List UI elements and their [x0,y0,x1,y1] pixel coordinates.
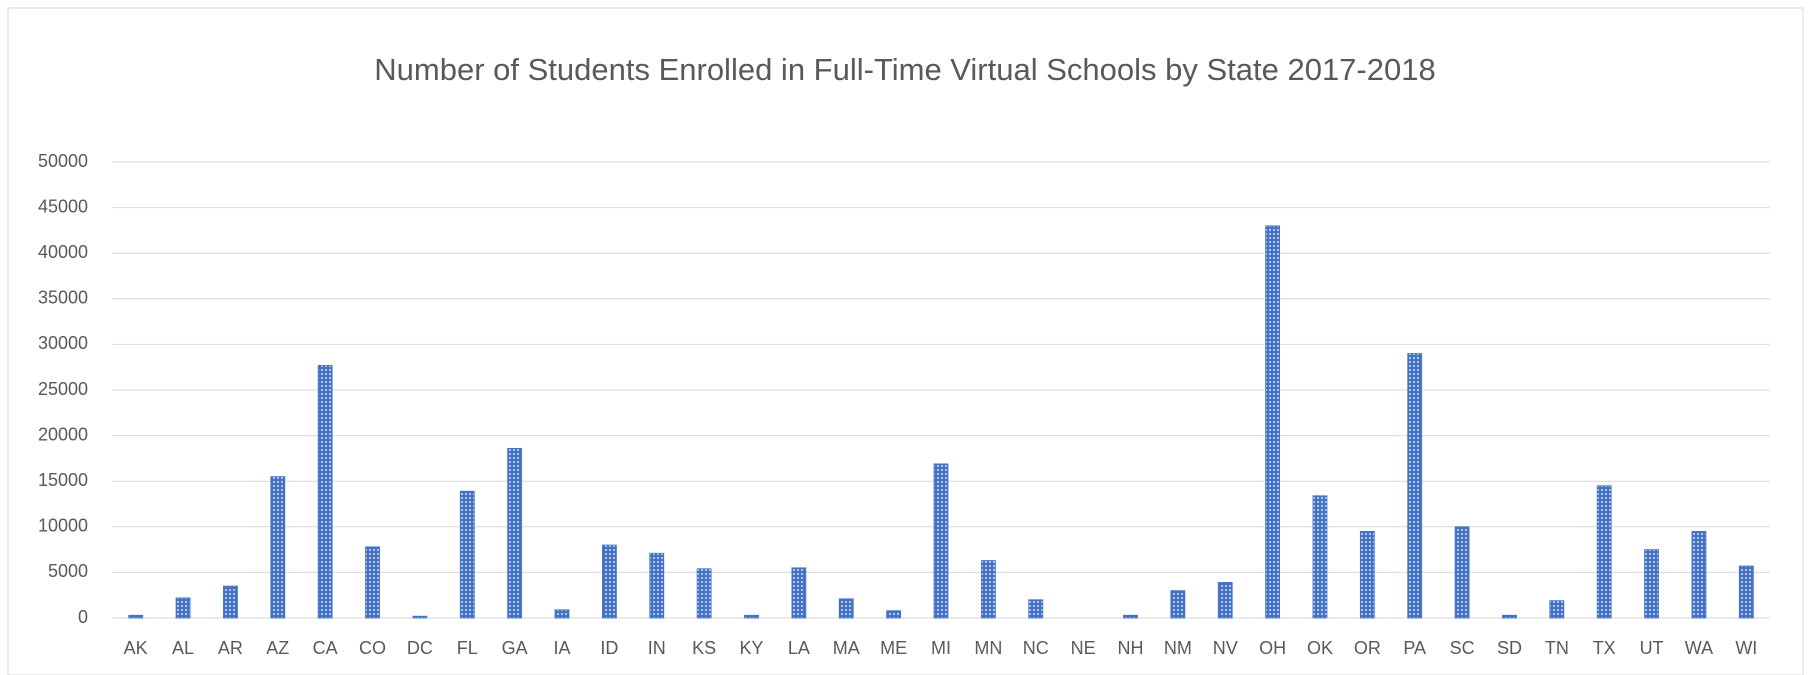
bar [175,597,191,619]
x-tick-label: CO [359,638,386,658]
bar [1644,549,1659,619]
x-tick-label: NM [1164,638,1192,658]
bar [649,552,665,619]
y-tick-label: 50000 [38,151,88,171]
x-tick-label: WA [1685,638,1713,658]
bar [223,585,238,619]
x-tick-label: AZ [266,638,289,658]
x-tick-label: NE [1071,638,1096,658]
bar [365,546,380,619]
x-tick-label: SD [1497,638,1522,658]
bar [602,544,617,619]
x-tick-label: TN [1545,638,1569,658]
bar [1738,565,1754,619]
bar [554,609,570,619]
x-tick-label: SC [1450,638,1475,658]
x-tick-label: NC [1023,638,1049,658]
x-tick-label: DC [407,638,433,658]
bar [744,614,759,619]
bar [1312,495,1328,619]
y-tick-label: 40000 [38,242,88,262]
bar [791,567,807,619]
x-tick-label: NV [1213,638,1238,658]
x-tick-label: AR [218,638,243,658]
x-tick-label: WI [1735,638,1757,658]
x-tick-label: ME [880,638,907,658]
x-tick-label: UT [1640,638,1664,658]
bar [270,476,286,619]
bar [459,490,475,619]
y-tick-label: 20000 [38,424,88,444]
bar [1502,614,1517,619]
bar [980,560,996,619]
x-tick-label: OK [1307,638,1333,658]
y-tick-label: 15000 [38,470,88,490]
x-tick-label: CA [313,638,338,658]
x-tick-label: ID [600,638,618,658]
x-tick-label: MI [931,638,951,658]
x-tick-label: NH [1117,638,1143,658]
chart-title: Number of Students Enrolled in Full-Time… [374,52,1435,87]
y-tick-label: 35000 [38,288,88,308]
x-tick-label: AK [124,638,148,658]
y-tick-label: 5000 [48,561,88,581]
bar [696,568,712,619]
x-tick-label: FL [457,638,478,658]
bar [1028,599,1044,619]
x-tick-label: LA [788,638,810,658]
x-tick-label: OR [1354,638,1381,658]
x-tick-label: TX [1593,638,1616,658]
bar [1407,353,1423,619]
bar [128,614,144,619]
bar [1359,530,1375,619]
bar [838,598,854,619]
x-tick-label: MN [974,638,1002,658]
bar [1170,590,1186,619]
bar [1217,582,1233,619]
bar [1123,614,1138,619]
bar [886,610,902,619]
x-tick-label: IN [648,638,666,658]
x-tick-label: KS [692,638,716,658]
x-tick-label: MA [833,638,860,658]
x-tick-label: KY [740,638,764,658]
bar [1265,225,1280,619]
bar [933,463,949,619]
bar [317,364,333,619]
bar [1691,530,1707,619]
y-tick-label: 30000 [38,333,88,353]
x-tick-label: PA [1403,638,1426,658]
chart-border [7,7,1804,675]
bar [1596,485,1612,619]
bar [1454,526,1470,619]
x-tick-label: AL [172,638,194,658]
x-tick-label: GA [502,638,528,658]
bar [1549,600,1565,619]
x-tick-label: IA [554,638,571,658]
bar [412,615,428,619]
y-tick-label: 0 [78,607,88,627]
y-tick-label: 10000 [38,516,88,536]
y-tick-label: 25000 [38,379,88,399]
y-tick-label: 45000 [38,196,88,216]
bar [507,447,523,619]
x-tick-label: OH [1259,638,1286,658]
